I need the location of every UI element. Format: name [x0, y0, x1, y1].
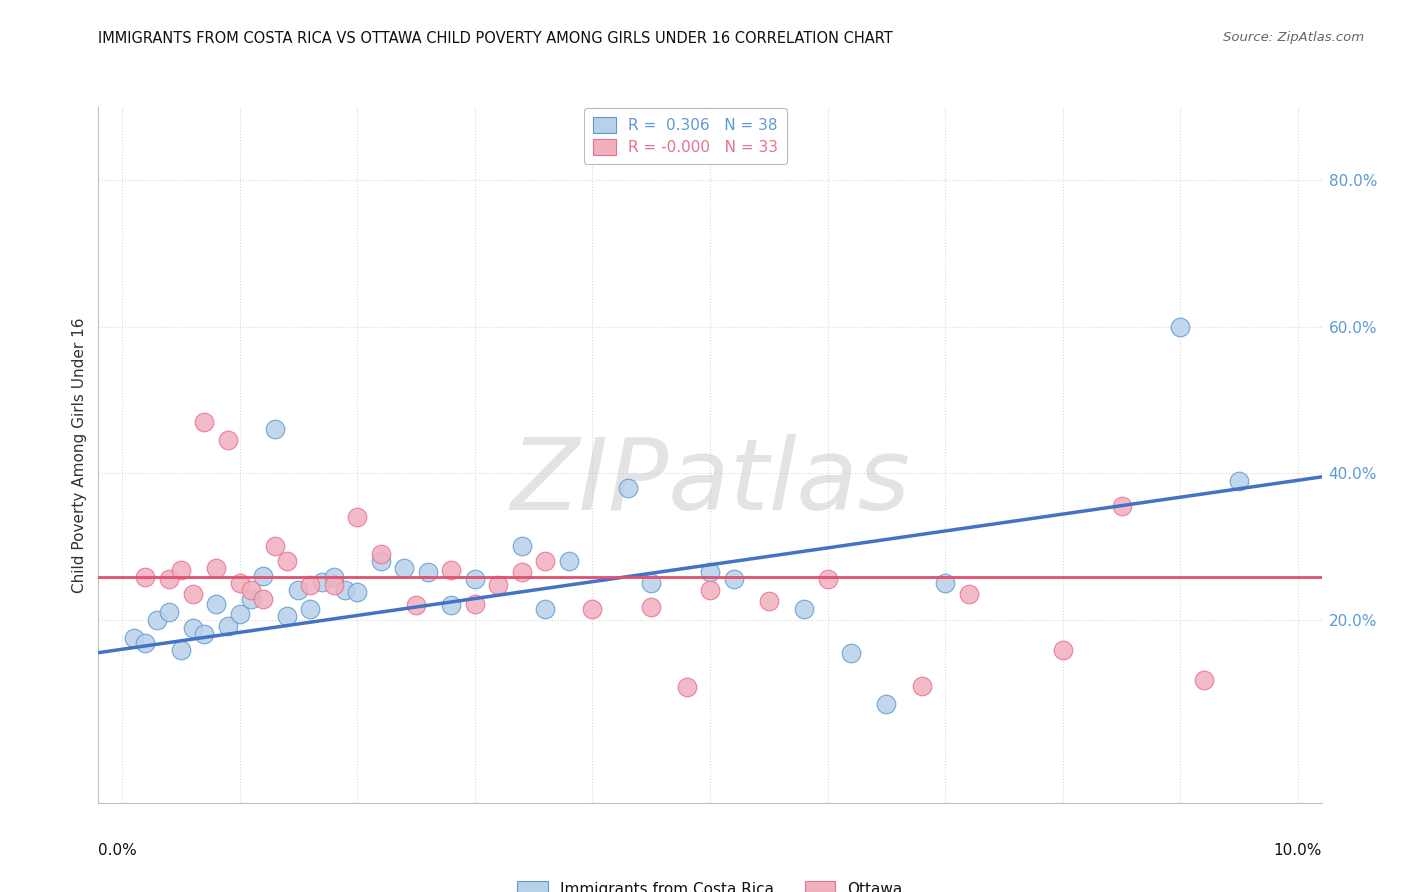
Point: [252, 568, 274, 582]
Point: [616, 481, 638, 495]
Point: [934, 576, 956, 591]
Point: [193, 415, 215, 429]
Point: [558, 554, 581, 568]
Point: [817, 573, 839, 587]
Point: [1192, 673, 1215, 687]
Point: [1111, 499, 1133, 513]
Point: [1227, 474, 1250, 488]
Y-axis label: Child Poverty Among Girls Under 16: Child Poverty Among Girls Under 16: [72, 318, 87, 592]
Text: 10.0%: 10.0%: [1274, 843, 1322, 858]
Point: [640, 576, 662, 591]
Point: [699, 583, 721, 598]
Point: [346, 585, 368, 599]
Point: [134, 636, 156, 650]
Point: [193, 627, 215, 641]
Text: Source: ZipAtlas.com: Source: ZipAtlas.com: [1223, 31, 1364, 45]
Point: [181, 622, 204, 636]
Point: [157, 573, 180, 587]
Point: [322, 577, 344, 591]
Point: [146, 613, 169, 627]
Point: [793, 601, 815, 615]
Point: [228, 607, 250, 621]
Point: [205, 597, 228, 611]
Point: [370, 547, 392, 561]
Point: [957, 587, 980, 601]
Point: [440, 598, 463, 612]
Point: [723, 573, 745, 587]
Point: [405, 598, 427, 612]
Point: [370, 554, 392, 568]
Point: [228, 576, 250, 591]
Point: [217, 434, 239, 448]
Point: [510, 540, 533, 554]
Point: [875, 697, 897, 711]
Point: [299, 577, 322, 591]
Point: [534, 601, 557, 615]
Point: [170, 643, 193, 657]
Point: [299, 601, 322, 615]
Point: [394, 561, 416, 575]
Point: [240, 583, 263, 598]
Point: [170, 563, 193, 577]
Point: [486, 577, 509, 591]
Legend: Immigrants from Costa Rica, Ottawa: Immigrants from Costa Rica, Ottawa: [512, 875, 908, 892]
Point: [534, 554, 557, 568]
Point: [464, 597, 486, 611]
Point: [252, 592, 274, 607]
Point: [122, 631, 145, 645]
Point: [263, 540, 285, 554]
Point: [464, 573, 486, 587]
Point: [205, 561, 228, 575]
Point: [276, 609, 298, 624]
Point: [346, 510, 368, 524]
Point: [640, 599, 662, 614]
Point: [699, 565, 721, 579]
Point: [157, 606, 180, 620]
Point: [510, 565, 533, 579]
Point: [240, 592, 263, 607]
Point: [322, 570, 344, 584]
Text: 0.0%: 0.0%: [98, 843, 138, 858]
Point: [839, 646, 862, 660]
Point: [181, 587, 204, 601]
Point: [1052, 643, 1074, 657]
Text: IMMIGRANTS FROM COSTA RICA VS OTTAWA CHILD POVERTY AMONG GIRLS UNDER 16 CORRELAT: IMMIGRANTS FROM COSTA RICA VS OTTAWA CHI…: [98, 31, 893, 46]
Point: [911, 679, 934, 693]
Point: [758, 594, 780, 608]
Point: [675, 680, 697, 694]
Point: [581, 601, 603, 615]
Point: [416, 565, 439, 579]
Point: [217, 618, 239, 632]
Point: [1170, 319, 1192, 334]
Point: [276, 554, 298, 568]
Point: [263, 422, 285, 436]
Point: [335, 583, 357, 598]
Point: [311, 574, 333, 589]
Text: ZIPatlas: ZIPatlas: [510, 434, 910, 532]
Point: [134, 570, 156, 584]
Point: [440, 563, 463, 577]
Point: [287, 583, 309, 598]
